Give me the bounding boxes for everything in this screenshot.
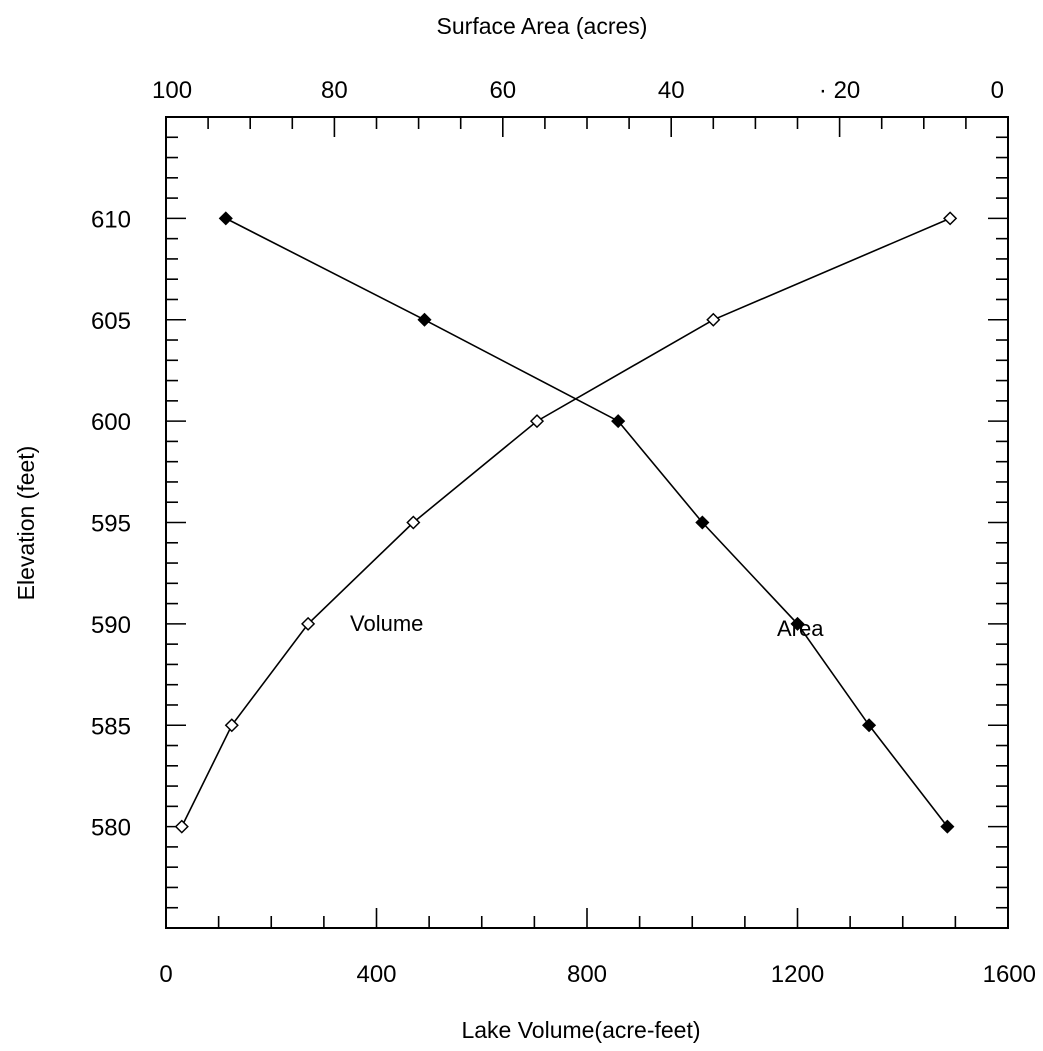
volume-data-point xyxy=(706,312,721,327)
volume-data-point xyxy=(301,616,316,631)
y-tick-label: 605 xyxy=(91,308,131,335)
volume-data-point xyxy=(224,718,239,733)
top-axis-title: Surface Area (acres) xyxy=(437,13,648,39)
area-series-label: Area xyxy=(777,616,824,641)
area-data-point xyxy=(940,819,955,834)
x-top-tick-label: 60 xyxy=(489,77,516,104)
x-bottom-tick-label: 400 xyxy=(356,961,396,988)
x-top-tick-label: 0 xyxy=(991,77,1004,104)
area-data-point xyxy=(695,515,710,530)
area-data-point xyxy=(790,616,805,631)
x-bottom-tick-label: 1600 xyxy=(983,961,1036,988)
y-tick-label: 610 xyxy=(91,206,131,233)
y-tick-label: 595 xyxy=(91,511,131,538)
y-tick-label: 590 xyxy=(91,612,131,639)
volume-series-line xyxy=(181,217,951,827)
x-top-tick-label: 80 xyxy=(321,77,348,104)
bottom-axis-title: Lake Volume(acre-feet) xyxy=(461,1017,700,1043)
area-data-point xyxy=(417,312,432,327)
area-data-point xyxy=(862,718,877,733)
volume-data-point xyxy=(174,819,189,834)
area-data-point xyxy=(611,414,626,429)
axis-ticks xyxy=(166,117,1008,928)
y-axis-title: Elevation (feet) xyxy=(13,446,39,601)
volume-data-point xyxy=(943,211,958,226)
x-bottom-tick-label: 800 xyxy=(567,961,607,988)
x-top-tick-label: · 20 xyxy=(819,77,860,104)
x-top-tick-label: 100 xyxy=(152,77,192,104)
volume-series-label: Volume xyxy=(350,611,423,636)
plot-frame xyxy=(165,116,1009,929)
x-bottom-tick-label: 0 xyxy=(159,961,172,988)
plot-border xyxy=(165,116,1009,929)
y-tick-label: 580 xyxy=(91,815,131,842)
volume-data-point xyxy=(406,515,421,530)
area-series-line xyxy=(225,217,949,828)
y-tick-label: 600 xyxy=(91,409,131,436)
x-top-tick-label: 40 xyxy=(658,77,685,104)
series-layer xyxy=(174,211,958,834)
volume-data-point xyxy=(529,414,545,429)
y-tick-label: 585 xyxy=(91,713,131,740)
x-bottom-tick-label: 1200 xyxy=(771,961,824,988)
area-data-point xyxy=(218,211,233,226)
